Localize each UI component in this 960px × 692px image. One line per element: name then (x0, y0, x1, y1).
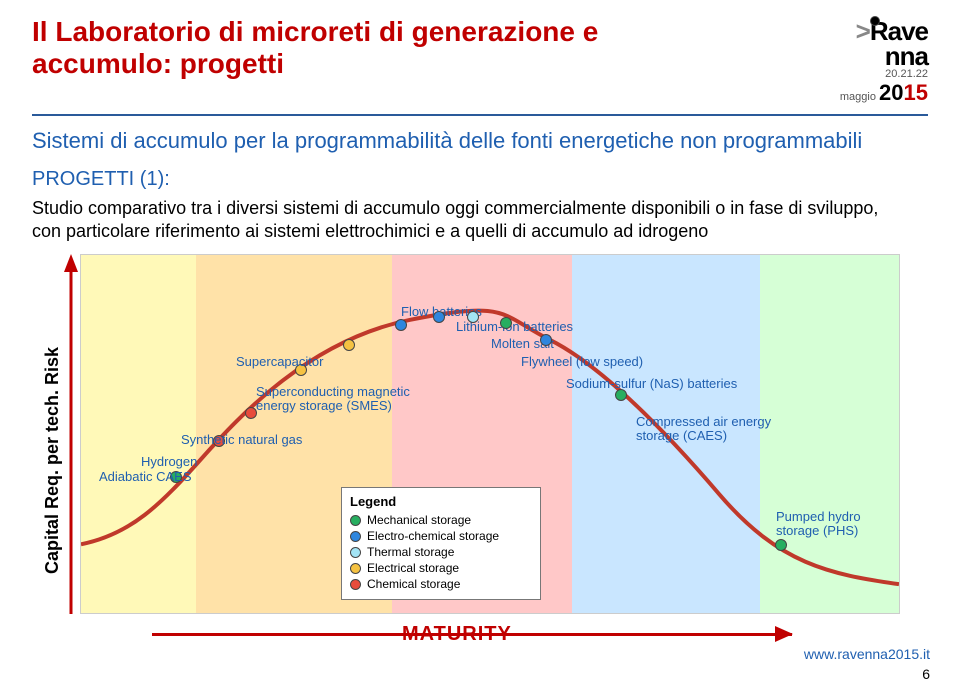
event-logo: >Rave nna 20.21.22 maggio 2015 (778, 16, 928, 106)
legend-box: Legend Mechanical storage Electro-chemica… (341, 487, 541, 600)
legend-label: Mechanical storage (367, 513, 471, 527)
projects-body: Studio comparativo tra i diversi sistemi… (32, 197, 912, 242)
tech-point (433, 311, 445, 323)
legend-swatch (350, 531, 361, 542)
legend-item: Electro-chemical storage (350, 529, 532, 543)
divider (32, 114, 928, 116)
page-number: 6 (804, 666, 930, 682)
legend-label: Electro-chemical storage (367, 529, 499, 543)
tech-label: Pumped hydrostorage (PHS) (776, 510, 956, 537)
footer-url: www.ravenna2015.it (804, 646, 930, 662)
legend-label: Thermal storage (367, 545, 454, 559)
legend-swatch (350, 563, 361, 574)
y-axis-arrow (62, 254, 80, 614)
tech-label: Hydrogen (141, 455, 197, 469)
tech-label: Supercapacitor (236, 355, 323, 369)
legend-swatch (350, 515, 361, 526)
tech-point (500, 317, 512, 329)
tech-point (343, 339, 355, 351)
legend-swatch (350, 547, 361, 558)
legend-item: Electrical storage (350, 561, 532, 575)
legend-label: Chemical storage (367, 577, 460, 591)
tech-label: Superconducting magneticenergy storage (… (256, 385, 436, 412)
legend-item: Mechanical storage (350, 513, 532, 527)
legend-item: Chemical storage (350, 577, 532, 591)
tech-label: Flywheel (low speed) (521, 355, 643, 369)
tech-label: Sodium-sulfur (NaS) batteries (566, 377, 737, 391)
slide-subtitle: Sistemi di accumulo per la programmabili… (32, 128, 928, 154)
legend-swatch (350, 579, 361, 590)
legend-title: Legend (350, 494, 532, 509)
tech-point (467, 311, 479, 323)
tech-label: Adiabatic CAES (99, 470, 192, 484)
page-title: Il Laboratorio di microreti di generazio… (32, 16, 692, 80)
tech-point (540, 334, 552, 346)
projects-heading: PROGETTI (1): (32, 168, 928, 191)
tech-point (615, 389, 627, 401)
tech-point (775, 539, 787, 551)
chart-canvas: Adiabatic CAESHydrogen Synthetic natural … (80, 254, 900, 614)
tech-point (395, 319, 407, 331)
tech-label: Compressed air energystorage (CAES) (636, 415, 816, 442)
legend-label: Electrical storage (367, 561, 459, 575)
x-axis-label: MATURITY (402, 623, 512, 646)
maturity-chart: Capital Req. per tech. Risk Adiabatic CA… (32, 254, 928, 634)
tech-label: Synthetic natural gas (181, 433, 302, 447)
y-axis-label: Capital Req. per tech. Risk (42, 254, 63, 574)
legend-item: Thermal storage (350, 545, 532, 559)
